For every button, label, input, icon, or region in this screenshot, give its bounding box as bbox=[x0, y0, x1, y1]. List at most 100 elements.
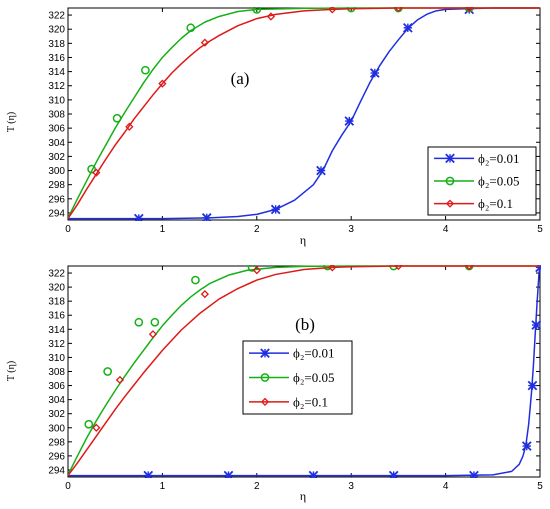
panel-b-y-tick-label: 306 bbox=[48, 381, 65, 392]
panel-a-ylabel: T (η) bbox=[6, 112, 17, 132]
panel-b-series-line bbox=[68, 265, 540, 477]
panel-b-data-point bbox=[191, 275, 200, 285]
panel-b-data-point bbox=[143, 470, 154, 478]
panel-a-y-tick-label: 310 bbox=[48, 95, 65, 106]
panel-b-x-tick-label: 2 bbox=[254, 481, 260, 492]
panel-b-data-point bbox=[223, 470, 234, 478]
panel-b-legend-marker bbox=[260, 373, 270, 382]
panel-a-x-tick-label: 5 bbox=[537, 224, 543, 235]
panel-a-y-tick-label: 316 bbox=[48, 53, 65, 64]
panel-b-data-point bbox=[252, 266, 261, 275]
panel-b-series-line bbox=[68, 265, 540, 476]
panel-a-data-point bbox=[369, 68, 380, 78]
panel-b-data-point bbox=[308, 470, 319, 478]
panel-b-y-tick-label: 320 bbox=[48, 283, 65, 294]
panel-a-x-tick-label: 3 bbox=[348, 224, 354, 235]
panel-b-data-point bbox=[465, 265, 474, 271]
panel-a-y-tick-label: 304 bbox=[48, 138, 65, 149]
panel-b-x-tick-label: 3 bbox=[348, 481, 354, 492]
panel-a-y-tick-label: 302 bbox=[48, 152, 65, 163]
panel-b-ylabel: T (η) bbox=[6, 361, 17, 381]
panel-a-legend: ϕ₂=0.01 ϕ₂=0.05 ϕ₂=0.1 bbox=[427, 146, 537, 216]
panel-a-data-point bbox=[252, 7, 262, 14]
panel-b-y-tick-label: 318 bbox=[48, 297, 65, 308]
panel-b-legend-marker bbox=[260, 348, 270, 359]
panel-a-data-point bbox=[316, 165, 326, 176]
panel-a-data-point bbox=[328, 7, 337, 14]
panel-b-data-point bbox=[148, 330, 158, 339]
panel-a-series-line bbox=[68, 7, 540, 220]
panel-a-y-tick-label: 294 bbox=[48, 208, 65, 219]
panel-a-legend-marker bbox=[445, 153, 455, 164]
panel-a-legend-marker bbox=[445, 176, 455, 186]
panel-a-data-point bbox=[266, 12, 276, 21]
panel-a-y-tick-label: 320 bbox=[48, 25, 65, 36]
panel-a-y-tick-label: 322 bbox=[48, 11, 65, 22]
panel-b-y-tick-label: 302 bbox=[48, 409, 65, 420]
panel-b-data-point bbox=[535, 265, 541, 273]
panel-a-series-3 bbox=[68, 7, 540, 220]
panel-a-data-point bbox=[465, 7, 474, 13]
panel-a-data-point bbox=[141, 65, 150, 75]
panel-b-legend: ϕ₂=0.01 ϕ₂=0.05 ϕ₂=0.1 bbox=[242, 340, 353, 415]
panel-a-data-point bbox=[186, 23, 196, 33]
panel-b-data-point bbox=[103, 367, 112, 376]
panel-b-y-tick-label: 304 bbox=[48, 395, 65, 406]
panel-a-label: (a) bbox=[231, 69, 250, 88]
panel-b-data-point bbox=[394, 265, 403, 271]
panel-b-data-point bbox=[527, 380, 538, 391]
panel-a-legend-marker bbox=[445, 199, 455, 208]
panel-a-data-point bbox=[92, 168, 101, 177]
panel-a-series-line bbox=[68, 7, 540, 219]
panel-b-y-tick-label: 310 bbox=[48, 353, 65, 364]
panel-b-data-point bbox=[84, 419, 94, 429]
panel-b-y-tick-label: 300 bbox=[48, 423, 65, 434]
panel-a-legend-label: ϕ₂=0.01 bbox=[478, 151, 519, 166]
panel-b-y-tick-label: 322 bbox=[48, 269, 65, 280]
panel-b-data-point bbox=[150, 317, 160, 327]
panel-a-y-tick-label: 308 bbox=[48, 110, 65, 121]
panel-a-data-point bbox=[270, 204, 281, 215]
panel-b-data-point bbox=[469, 470, 479, 478]
panel-b-data-point bbox=[521, 441, 532, 451]
panel-a-y-tick-label: 298 bbox=[48, 180, 65, 191]
panel-a-x-tick-label: 0 bbox=[65, 224, 71, 235]
panel-a-xlabel: η bbox=[300, 233, 306, 247]
panel-a-data-point bbox=[133, 213, 144, 221]
panel-b-y-tick-label: 316 bbox=[48, 311, 65, 322]
panel-a-x-tick-label: 1 bbox=[160, 224, 166, 235]
panel-a-data-point bbox=[201, 213, 212, 221]
panel-b-y-tick-label: 294 bbox=[48, 465, 65, 476]
panel-b-y-tick-label: 308 bbox=[48, 367, 65, 378]
panel-b-data-point bbox=[388, 470, 399, 478]
panel-a-data-point bbox=[344, 116, 355, 126]
panel-a-series-line bbox=[68, 7, 540, 220]
panel-a-data-point bbox=[403, 22, 413, 33]
panel-b-x-tick-label: 0 bbox=[65, 481, 71, 492]
panel-a-y-tick-label: 318 bbox=[48, 39, 65, 50]
panel-b-series-1 bbox=[68, 265, 541, 478]
panel-b-xlabel: η bbox=[300, 489, 306, 503]
panel-a-y-tick-label: 314 bbox=[48, 67, 65, 78]
panel-a-y-tick-label: 296 bbox=[48, 194, 65, 205]
panel-b-data-point bbox=[92, 423, 101, 432]
panel-a-data-point bbox=[87, 164, 96, 174]
panel-a-data-point bbox=[200, 38, 209, 47]
panel-a-series-1 bbox=[68, 7, 540, 221]
panel-b-y-tick-label: 314 bbox=[48, 325, 65, 336]
panel-b-legend-label: ϕ₂=0.1 bbox=[293, 394, 328, 409]
panel-b-data-point bbox=[200, 290, 209, 299]
panel-b: T (η) η (b) 0 1 2 3 4 5 294 296 298 300 302 304 306 3… bbox=[6, 265, 543, 503]
panel-b-legend-label: ϕ₂=0.01 bbox=[293, 346, 334, 361]
panel-b-data-point bbox=[134, 317, 144, 327]
panel-a-x-tick-label: 4 bbox=[443, 224, 449, 235]
panel-b-x-tick-label: 1 bbox=[160, 481, 166, 492]
panel-b-legend-label: ϕ₂=0.05 bbox=[293, 370, 334, 385]
panel-a-data-point bbox=[125, 122, 134, 131]
panel-b-y-tick-label: 312 bbox=[48, 339, 65, 350]
panel-b-label: (b) bbox=[295, 315, 315, 334]
panel-a-data-point bbox=[158, 79, 167, 88]
panel-b-data-point bbox=[531, 320, 541, 330]
panel-a-legend-label: ϕ₂=0.05 bbox=[478, 174, 519, 189]
